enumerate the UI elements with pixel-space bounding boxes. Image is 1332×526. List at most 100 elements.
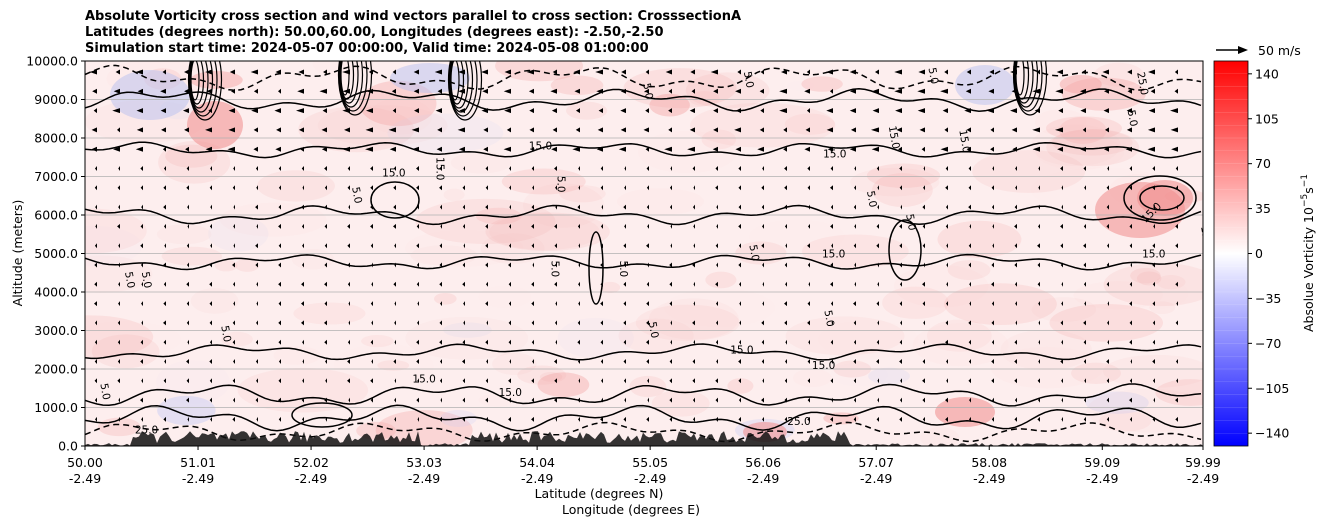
wind-vector-arrow (1103, 108, 1109, 114)
vorticity-maximum (935, 397, 995, 427)
wind-vector-arrow (481, 69, 488, 75)
wind-vector-arrow (232, 281, 235, 287)
wind-vector-arrow (1082, 69, 1086, 75)
wind-vector-arrow (394, 301, 396, 307)
y-tick-label: 8000.0 (34, 131, 78, 146)
wind-vector-arrow (757, 146, 764, 152)
wind-vector-arrow (784, 397, 787, 403)
wind-vector-arrow (371, 281, 373, 287)
wind-vector-arrow (595, 69, 603, 75)
wind-vector-arrow (876, 416, 879, 422)
wind-vector-arrow (462, 262, 465, 268)
wind-vector-arrow (1130, 262, 1132, 268)
contour-label: 5.0 (218, 325, 233, 344)
wind-vector-arrow (117, 320, 120, 326)
wind-vector-arrow (692, 378, 695, 384)
wind-vector-arrow (1038, 204, 1040, 210)
wind-vector-arrow (1038, 301, 1040, 307)
vorticity-patch (415, 198, 556, 244)
wind-vector-arrow (1152, 185, 1155, 191)
wind-vector-arrow (876, 359, 879, 364)
wind-vector-arrow (370, 378, 373, 384)
wind-vector-arrow (646, 301, 649, 307)
wind-vector-arrow (1010, 108, 1017, 114)
wind-vector-arrow (670, 243, 672, 249)
wind-vector-arrow (693, 281, 695, 287)
wind-vector-arrow (347, 281, 350, 287)
wind-vector-arrow (531, 416, 534, 422)
vorticity-patch (893, 264, 989, 308)
wind-vector-arrow (278, 243, 281, 249)
x-tick-label-latitude: 51.01 (180, 455, 216, 470)
vorticity-patch (368, 98, 433, 135)
wind-vectors (89, 69, 1178, 422)
contour-label: 5.0 (741, 70, 756, 89)
wind-vector-arrow (278, 301, 281, 307)
wind-vector-arrow (416, 166, 419, 171)
wind-vector-arrow (232, 378, 235, 384)
wind-vector-arrow (440, 301, 442, 307)
wind-vector-arrow (1080, 146, 1086, 152)
wind-vector-arrow (646, 359, 649, 364)
wind-vector-arrow (784, 204, 787, 210)
wind-vector-arrow (485, 281, 488, 287)
wind-vector-arrow (806, 69, 810, 75)
wind-vector-arrow (1055, 88, 1063, 94)
wind-vector-arrow (347, 339, 350, 345)
wind-vector-arrow (940, 146, 948, 152)
wind-vector-arrow (715, 339, 718, 345)
vorticity-patch (489, 213, 600, 251)
wind-vector-arrow (600, 301, 603, 307)
wind-vector-arrow (784, 223, 787, 229)
wind-vector-arrow (623, 320, 626, 326)
wind-vector-arrow (738, 185, 741, 191)
wind-vector-arrow (620, 88, 626, 94)
contour-label: 15.0 (886, 125, 902, 150)
wind-vector-arrow (209, 397, 212, 403)
wind-vector-arrow (275, 146, 281, 152)
wind-vector-arrow (95, 416, 97, 422)
wind-vector-arrow (394, 378, 396, 384)
wind-vector-arrow (646, 204, 649, 210)
wind-vector-arrow (439, 204, 442, 210)
wind-vector-arrow (277, 88, 281, 94)
vorticity-patch (944, 283, 1057, 325)
wind-vector-arrow (1106, 281, 1109, 287)
wind-vector-arrow (209, 378, 212, 384)
wind-vector-arrow (1106, 262, 1109, 268)
wind-vector-arrow (1170, 108, 1178, 114)
wind-vector-arrow (945, 166, 948, 171)
wind-vector-arrow (302, 185, 304, 191)
wind-vector-arrow (321, 146, 327, 152)
wind-vector-arrow (554, 223, 557, 229)
wind-vector-arrow (1080, 108, 1086, 114)
colorbar-gradient (1214, 61, 1248, 446)
wind-vector-arrow (209, 281, 212, 287)
wind-vector-arrow (942, 108, 948, 114)
wind-vector-arrow (738, 262, 741, 268)
vorticity-patch (557, 317, 634, 359)
x-tick-label-longitude: -2.49 (634, 471, 666, 486)
wind-vector-arrow (1037, 262, 1040, 268)
wind-vector-arrow (762, 378, 764, 384)
vorticity-patch (443, 188, 465, 201)
contour-label: 15.0 (1198, 225, 1214, 250)
wind-vector-arrow (1176, 301, 1178, 307)
wind-vector-arrow (554, 262, 557, 268)
wind-vector-arrow (323, 69, 327, 75)
wind-vector-arrow (830, 339, 833, 345)
wind-vector-arrow (827, 146, 833, 152)
wind-vector-arrow (530, 146, 534, 152)
wind-vector-arrow (118, 166, 120, 171)
vorticity-patch (550, 75, 604, 96)
wind-vector-arrow (871, 146, 879, 152)
wind-vector-arrow (439, 243, 442, 249)
wind-vector-arrow (140, 223, 143, 229)
wind-vector-arrow (321, 127, 327, 133)
wind-vector-arrow (278, 281, 281, 287)
wind-vector-arrow (302, 243, 304, 249)
wind-vector-arrow (529, 108, 534, 114)
wind-vector-arrow (623, 378, 626, 384)
wind-vector-arrow (394, 320, 396, 326)
wind-vector-arrow (117, 359, 120, 364)
